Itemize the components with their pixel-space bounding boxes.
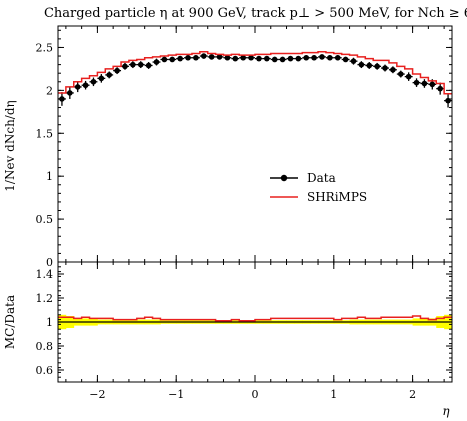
data-point bbox=[122, 63, 128, 70]
data-point bbox=[390, 66, 396, 73]
data-point bbox=[177, 55, 183, 62]
data-point bbox=[232, 55, 239, 62]
xlabel: η bbox=[442, 404, 450, 418]
xtick-label: 0 bbox=[252, 388, 259, 401]
ytick-label: 1 bbox=[46, 170, 53, 183]
data-point bbox=[137, 61, 144, 68]
series-line-shrimps bbox=[58, 315, 452, 322]
data-point bbox=[279, 56, 286, 63]
data-point bbox=[264, 55, 270, 62]
data-point bbox=[295, 55, 302, 62]
data-point bbox=[350, 58, 357, 64]
data-point bbox=[224, 54, 231, 61]
data-point bbox=[374, 63, 380, 70]
ytick-label: 1.2 bbox=[36, 292, 54, 305]
ytick-label: 1.5 bbox=[36, 127, 54, 140]
ytick-label: 0.8 bbox=[36, 340, 54, 353]
legend-shrimps-label: SHRiMPS bbox=[307, 190, 367, 204]
data-point bbox=[169, 56, 176, 63]
panel-frame bbox=[57, 25, 453, 263]
data-point bbox=[98, 75, 105, 82]
legend: Data SHRiMPS bbox=[270, 171, 367, 204]
xtick-label: 1 bbox=[330, 388, 337, 401]
ytick-label: 1.4 bbox=[36, 268, 54, 281]
data-point bbox=[67, 90, 73, 96]
data-point bbox=[59, 96, 65, 102]
data-point bbox=[319, 54, 325, 60]
ytick-label: 1 bbox=[46, 316, 53, 329]
data-point bbox=[256, 55, 262, 62]
data-point bbox=[342, 56, 349, 63]
data-point bbox=[311, 54, 317, 61]
data-point bbox=[429, 81, 436, 88]
data-point bbox=[130, 61, 136, 68]
ytick-label: 2.5 bbox=[36, 41, 54, 54]
data-point bbox=[208, 54, 215, 60]
data-point bbox=[240, 54, 246, 61]
data-point bbox=[185, 54, 191, 61]
data-point bbox=[421, 80, 428, 87]
data-point bbox=[193, 54, 199, 61]
ratio-panel: 0.6 0.8 1 1.2 1.4 −2 −1 0 1 2 bbox=[36, 261, 453, 401]
data-point bbox=[397, 71, 404, 77]
data-point bbox=[413, 79, 420, 86]
legend-data-marker bbox=[280, 174, 288, 182]
data-point bbox=[216, 54, 223, 60]
ytick-label: 0.5 bbox=[36, 213, 54, 226]
data-point bbox=[303, 54, 310, 61]
data-point bbox=[200, 53, 207, 59]
data-point bbox=[74, 84, 81, 90]
data-point bbox=[382, 65, 388, 71]
legend-data-label: Data bbox=[307, 171, 336, 185]
data-point bbox=[334, 54, 341, 61]
xtick-label: −2 bbox=[89, 388, 105, 401]
data-point bbox=[366, 62, 373, 69]
ytick-label: 0.6 bbox=[36, 364, 54, 377]
ratio-ylabel: MC/Data bbox=[3, 295, 17, 349]
data-point bbox=[248, 54, 254, 61]
main-ylabel: 1/Nev dNch/dη bbox=[3, 100, 17, 191]
main-panel: 0 0.5 1 1.5 2 2.5 bbox=[36, 25, 453, 269]
data-point bbox=[153, 59, 160, 65]
data-point bbox=[106, 72, 113, 78]
xtick-label: 2 bbox=[409, 388, 416, 401]
data-point bbox=[437, 85, 443, 92]
data-point bbox=[358, 61, 365, 68]
series-line-shrimps bbox=[58, 51, 452, 95]
data-point bbox=[161, 56, 168, 63]
data-point bbox=[405, 73, 412, 80]
chart-title: Charged particle η at 900 GeV, track p⊥ … bbox=[44, 6, 467, 21]
data-point bbox=[271, 56, 278, 63]
xtick-label: −1 bbox=[168, 388, 184, 401]
data-point bbox=[90, 78, 97, 85]
ytick-label: 2 bbox=[46, 84, 53, 97]
data-point bbox=[145, 62, 152, 69]
data-point bbox=[327, 54, 333, 61]
data-point bbox=[114, 67, 120, 74]
data-point bbox=[82, 82, 89, 89]
data-point bbox=[287, 55, 294, 62]
ytick-label: 0 bbox=[46, 256, 53, 269]
